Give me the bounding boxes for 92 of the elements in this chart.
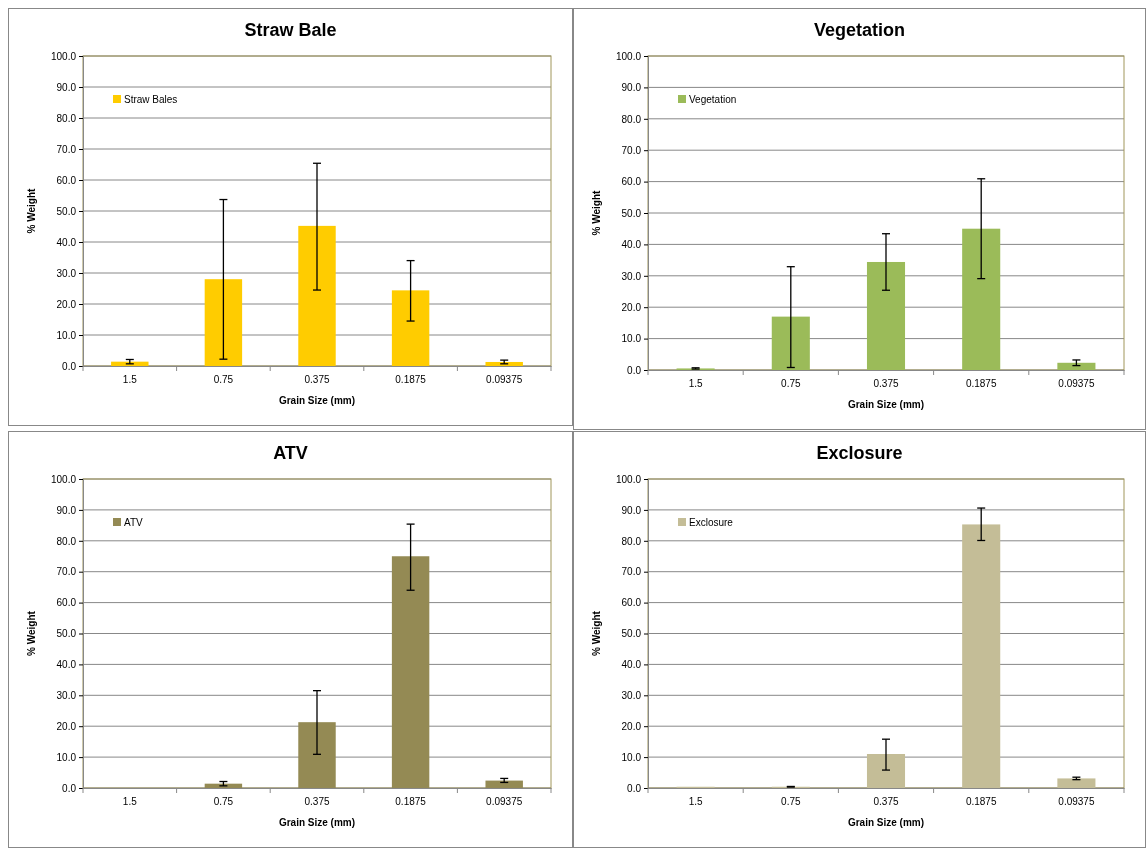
x-tick-label: 0.375 xyxy=(873,796,899,808)
x-tick-label: 0.09375 xyxy=(486,374,523,386)
y-tick-label: 90.0 xyxy=(56,81,77,93)
y-tick-label: 60.0 xyxy=(56,597,77,609)
y-tick-label: 40.0 xyxy=(621,239,642,251)
x-tick-label: 0.09375 xyxy=(1058,378,1095,390)
x-tick-label: 1.5 xyxy=(122,374,138,386)
x-tick-label: 0.09375 xyxy=(1058,796,1095,808)
y-tick-label: 40.0 xyxy=(621,659,642,671)
y-tick-label: 60.0 xyxy=(621,597,642,609)
x-tick-label: 0.75 xyxy=(781,378,801,390)
y-tick-label: 50.0 xyxy=(621,628,642,640)
y-tick-label: 20.0 xyxy=(56,720,77,732)
legend-label: Straw Bales xyxy=(124,94,178,105)
chart-title: ATV xyxy=(273,443,308,463)
x-tick-label: 0.75 xyxy=(213,374,234,386)
legend-label: Exclosure xyxy=(689,517,734,528)
legend-label: ATV xyxy=(124,517,144,528)
y-axis-title: % Weight xyxy=(591,189,602,236)
x-tick-label: 1.5 xyxy=(688,378,703,390)
y-tick-label: 30.0 xyxy=(621,690,642,701)
y-tick-label: 70.0 xyxy=(56,143,77,155)
y-tick-label: 90.0 xyxy=(621,504,642,516)
x-tick-label: 0.375 xyxy=(873,378,899,390)
x-tick-label: 0.1875 xyxy=(395,374,427,386)
y-tick-label: 50.0 xyxy=(621,207,642,219)
y-tick-label: 50.0 xyxy=(56,628,77,640)
y-tick-label: 100.0 xyxy=(50,473,77,485)
x-axis-title: Grain Size (mm) xyxy=(847,817,925,828)
x-axis-title: Grain Size (mm) xyxy=(278,817,356,828)
x-tick-label: 1.5 xyxy=(688,796,703,808)
y-tick-label: 100.0 xyxy=(615,50,642,62)
y-tick-label: 0.0 xyxy=(627,364,642,376)
chart-title: Exclosure xyxy=(816,443,903,463)
y-tick-label: 70.0 xyxy=(56,566,77,578)
y-tick-label: 50.0 xyxy=(56,205,77,217)
x-tick-label: 0.75 xyxy=(213,796,234,808)
y-tick-label: 80.0 xyxy=(621,113,642,125)
bar xyxy=(866,754,906,788)
bar xyxy=(485,361,523,366)
bar xyxy=(771,316,810,370)
y-tick-label: 20.0 xyxy=(621,301,642,313)
bar xyxy=(962,524,1001,788)
y-tick-label: 10.0 xyxy=(56,329,77,341)
y-tick-label: 30.0 xyxy=(621,270,642,282)
y-tick-label: 10.0 xyxy=(621,751,642,763)
x-tick-label: 0.1875 xyxy=(965,796,997,808)
bar xyxy=(111,361,149,366)
y-tick-label: 80.0 xyxy=(56,112,77,124)
bar xyxy=(298,225,336,366)
y-tick-label: 60.0 xyxy=(621,176,642,188)
bar xyxy=(204,279,243,366)
bar xyxy=(866,261,906,370)
y-tick-label: 80.0 xyxy=(621,535,642,547)
bar xyxy=(1057,362,1096,370)
y-tick-label: 30.0 xyxy=(56,267,77,279)
y-axis-title: % Weight xyxy=(591,610,602,656)
y-tick-label: 60.0 xyxy=(56,174,77,186)
x-tick-label: 0.1875 xyxy=(395,796,427,808)
y-tick-label: 20.0 xyxy=(56,298,77,310)
y-tick-label: 30.0 xyxy=(56,690,77,701)
y-axis-title: % Weight xyxy=(26,610,37,656)
x-axis-title: Grain Size (mm) xyxy=(847,399,925,410)
y-axis-title: % Weight xyxy=(26,187,37,234)
y-tick-label: 40.0 xyxy=(56,236,77,248)
y-tick-label: 90.0 xyxy=(56,504,77,516)
x-tick-label: 0.75 xyxy=(781,796,801,808)
y-tick-label: 10.0 xyxy=(56,751,77,763)
bar xyxy=(962,228,1001,370)
legend-label: Vegetation xyxy=(689,94,737,105)
x-tick-label: 0.375 xyxy=(304,374,330,386)
y-tick-label: 40.0 xyxy=(56,659,77,671)
y-tick-label: 90.0 xyxy=(621,82,642,94)
x-tick-label: 1.5 xyxy=(122,796,138,808)
y-tick-label: 0.0 xyxy=(62,782,77,794)
x-tick-label: 0.375 xyxy=(304,796,330,808)
x-axis-title: Grain Size (mm) xyxy=(278,395,356,406)
y-tick-label: 0.0 xyxy=(62,360,77,372)
chart-title: Vegetation xyxy=(813,20,906,40)
x-tick-label: 0.09375 xyxy=(486,796,523,808)
y-tick-label: 70.0 xyxy=(621,144,642,156)
bar xyxy=(391,290,430,366)
y-tick-label: 20.0 xyxy=(621,720,642,732)
y-tick-label: 70.0 xyxy=(621,566,642,578)
bar xyxy=(1057,778,1096,788)
y-tick-label: 100.0 xyxy=(50,50,77,62)
y-tick-label: 80.0 xyxy=(56,535,77,547)
y-tick-label: 0.0 xyxy=(627,782,642,794)
y-tick-label: 100.0 xyxy=(615,473,642,485)
y-tick-label: 10.0 xyxy=(621,333,642,345)
x-tick-label: 0.1875 xyxy=(965,378,997,390)
chart-title: Straw Bale xyxy=(244,20,337,40)
